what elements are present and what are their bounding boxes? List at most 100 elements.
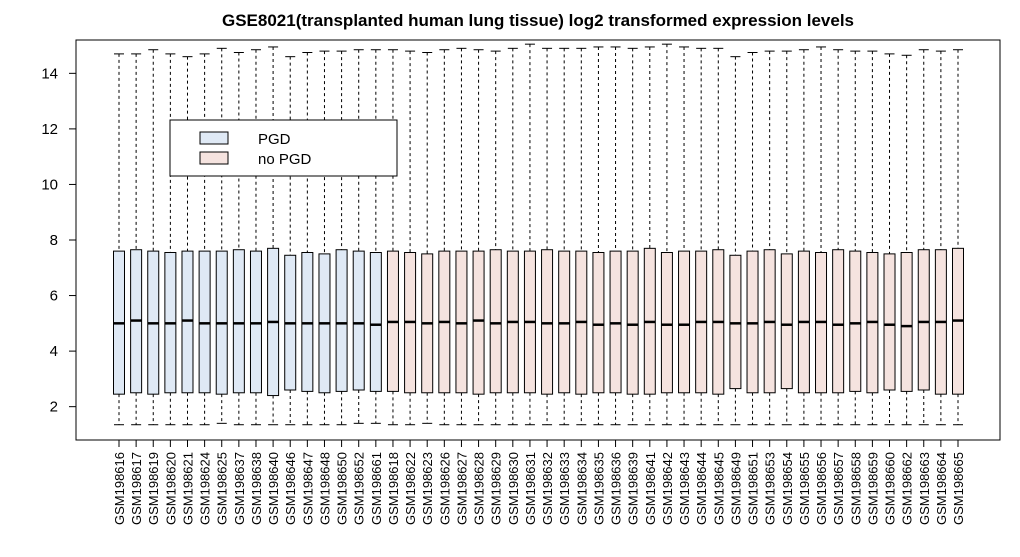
iqr-box (660, 252, 673, 394)
box-GSM198637 (232, 52, 245, 426)
box-GSM198665 (952, 49, 964, 426)
x-tick-label: GSM198659 (865, 452, 880, 525)
x-tick-label: GSM198644 (694, 452, 709, 525)
box-GSM198648 (318, 50, 331, 426)
y-tick-label: 10 (41, 176, 58, 193)
y-tick-label: 12 (41, 121, 58, 138)
x-tick-label: GSM198641 (643, 452, 658, 525)
x-axis: GSM198616 GSM198617 GSM198619 GSM198620 GSM1… (112, 439, 966, 525)
iqr-box (780, 253, 793, 390)
x-tick-label: GSM198618 (386, 452, 401, 525)
y-tick-label: 14 (41, 65, 58, 82)
iqr-box (489, 249, 502, 394)
x-tick-label: GSM198662 (900, 452, 915, 525)
box-GSM198656 (815, 46, 828, 426)
box-GSM198658 (849, 50, 862, 426)
x-tick-label: GSM198634 (574, 452, 589, 525)
box-GSM198623 (421, 52, 434, 424)
iqr-box (626, 250, 639, 395)
iqr-box (249, 250, 262, 394)
box-GSM198618 (386, 49, 399, 426)
chart-title: GSE8021(transplanted human lung tissue) … (222, 11, 854, 30)
box-GSM198629 (489, 50, 502, 426)
box-GSM198627 (455, 47, 468, 426)
box-GSM198662 (900, 54, 913, 426)
y-tick-label: 2 (50, 399, 58, 416)
x-tick-label: GSM198631 (523, 452, 538, 525)
iqr-box (832, 249, 845, 394)
x-tick-label: GSM198664 (934, 452, 949, 525)
iqr-box (472, 250, 485, 395)
x-tick-label: GSM198661 (369, 452, 384, 525)
box-GSM198616 (113, 53, 125, 426)
iqr-box (232, 249, 245, 394)
iqr-box (301, 252, 314, 392)
x-tick-label: GSM198646 (283, 452, 298, 525)
x-tick-label: GSM198643 (677, 452, 692, 525)
plot-frame (75, 39, 1001, 441)
x-tick-label: GSM198636 (609, 452, 624, 525)
box-GSM198651 (746, 52, 759, 426)
box-GSM198638 (249, 49, 262, 426)
x-tick-label: GSM198657 (831, 452, 846, 525)
y-axis: 2 4 6 8 10 12 14 (41, 65, 77, 416)
x-tick-label: GSM198628 (472, 452, 487, 525)
y-tick-label: 8 (50, 232, 58, 249)
iqr-box (592, 252, 605, 394)
x-tick-label: GSM198619 (146, 452, 161, 525)
iqr-box (917, 249, 930, 391)
iqr-box (181, 250, 194, 394)
iqr-box (198, 250, 211, 394)
box-GSM198631 (523, 43, 536, 426)
x-tick-label: GSM198665 (951, 452, 966, 525)
x-tick-label: GSM198663 (917, 452, 932, 525)
box-GSM198645 (712, 47, 725, 426)
iqr-box (900, 252, 913, 392)
box-GSM198660 (883, 53, 896, 426)
x-tick-label: GSM198639 (626, 452, 641, 525)
x-tick-label: GSM198656 (814, 452, 829, 525)
x-tick-label: GSM198650 (335, 452, 350, 525)
x-tick-label: GSM198622 (403, 452, 418, 525)
box-GSM198654 (780, 50, 793, 426)
x-tick-label: GSM198640 (266, 452, 281, 525)
y-tick-label: 6 (50, 288, 58, 305)
x-tick-label: GSM198616 (112, 452, 127, 525)
x-tick-label: GSM198649 (728, 452, 743, 525)
box-GSM198646 (284, 56, 297, 426)
iqr-box (352, 250, 365, 391)
iqr-box (609, 250, 622, 394)
legend-box (169, 119, 398, 177)
x-tick-label: GSM198651 (746, 452, 761, 525)
x-tick-label: GSM198653 (763, 452, 778, 525)
x-tick-label: GSM198626 (437, 452, 452, 525)
box-GSM198661 (369, 49, 382, 424)
x-tick-label: GSM198660 (883, 452, 898, 525)
legend: PGD no PGD (169, 119, 398, 177)
x-tick-label: GSM198632 (540, 452, 555, 525)
box-GSM198640 (267, 46, 280, 426)
x-tick-label: GSM198633 (557, 452, 572, 525)
box-GSM198625 (215, 47, 228, 424)
box-GSM198621 (181, 56, 194, 426)
iqr-box (678, 250, 691, 394)
box-GSM198635 (592, 46, 605, 426)
box-GSM198632 (541, 47, 554, 426)
x-tick-label: GSM198645 (711, 452, 726, 525)
box-GSM198634 (575, 47, 588, 426)
box-GSM198652 (352, 49, 365, 424)
box-GSM198643 (678, 46, 691, 426)
x-tick-label: GSM198627 (454, 452, 469, 525)
box-GSM198659 (866, 50, 879, 426)
box-GSM198628 (472, 49, 485, 426)
box-GSM198636 (609, 46, 622, 426)
box-GSM198650 (335, 50, 348, 426)
iqr-box (335, 249, 348, 392)
iqr-box (849, 250, 862, 392)
iqr-box (541, 249, 554, 395)
x-tick-label: GSM198635 (591, 452, 606, 525)
legend-label-no-pgd: no PGD (258, 151, 312, 168)
box-GSM198653 (763, 50, 776, 426)
x-tick-label: GSM198655 (797, 452, 812, 525)
x-tick-label: GSM198648 (317, 452, 332, 525)
